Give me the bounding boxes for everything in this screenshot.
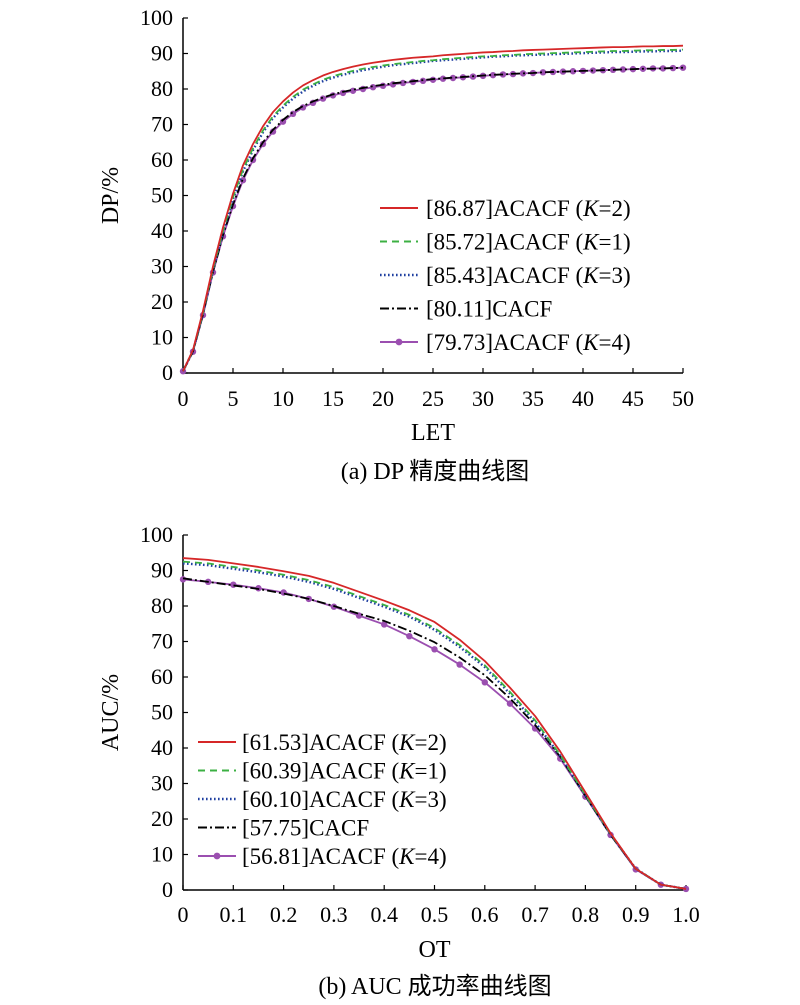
data-point — [439, 75, 447, 82]
x-tick-label: 0 — [178, 386, 189, 411]
figure-caption: (b) AUC 成功率曲线图 — [318, 973, 551, 1000]
y-tick-label: 20 — [151, 806, 173, 831]
legend: [61.53]ACACF (K=2) [60.39]ACACF (K=1) [60.… — [198, 730, 447, 869]
x-tick-label: 0.3 — [320, 902, 348, 927]
data-point — [406, 632, 413, 640]
data-point — [481, 679, 488, 686]
legend-label: [61.53]ACACF (K=2) — [242, 730, 447, 755]
x-tick-label: 1.0 — [672, 902, 700, 927]
data-point — [489, 71, 497, 79]
x-axis-label: OT — [419, 937, 451, 963]
x-tick-label: 0.2 — [270, 902, 298, 927]
series-line — [182, 562, 687, 891]
y-tick-label: 60 — [151, 147, 173, 172]
y-tick-label: 30 — [151, 254, 173, 279]
x-tick-label: 5 — [228, 386, 239, 411]
x-tick-label: 20 — [372, 386, 394, 411]
figure-caption: (a) DP 精度曲线图 — [341, 458, 529, 485]
data-point — [449, 74, 457, 82]
x-tick-label: 30 — [472, 386, 494, 411]
y-tick-label: 10 — [151, 842, 173, 867]
data-point — [659, 65, 667, 72]
data-point — [230, 581, 237, 588]
data-point — [456, 661, 463, 668]
x-tick-label: 0.7 — [521, 902, 549, 927]
x-tick-label: 10 — [272, 386, 294, 411]
y-tick-label: 100 — [140, 522, 173, 547]
data-point — [669, 64, 677, 72]
data-point — [289, 110, 297, 118]
legend-label: [86.87]ACACF (K=2) — [426, 196, 631, 221]
x-tick-label: 0.5 — [421, 902, 449, 927]
data-point — [369, 84, 377, 91]
data-point — [569, 68, 577, 75]
data-point — [431, 646, 438, 653]
x-tick-label: 40 — [572, 386, 594, 411]
data-point — [389, 81, 397, 88]
chart-panel-b: 0 10 20 30 40 50 60 70 80 90 100 0 0.1 0.2 0.3 0.4 0.5 0.… — [98, 522, 700, 1000]
data-point — [381, 621, 388, 628]
y-axis-label: DP/% — [98, 167, 124, 224]
y-tick-label: 70 — [151, 112, 173, 137]
legend-label: [80.11]CACF — [426, 297, 552, 322]
series-line — [182, 66, 684, 372]
y-tick-label: 0 — [162, 360, 173, 385]
x-tick-label: 15 — [322, 386, 344, 411]
y-tick-label: 0 — [162, 877, 173, 902]
y-tick-label: 60 — [151, 664, 173, 689]
series-line — [182, 44, 684, 372]
legend-label: [60.10]ACACF (K=3) — [242, 787, 447, 812]
data-point — [682, 885, 690, 893]
data-point — [589, 67, 597, 74]
data-point — [619, 66, 627, 73]
data-point — [299, 104, 307, 111]
legend-label: [85.43]ACACF (K=3) — [426, 263, 631, 288]
series-line — [182, 557, 687, 890]
legend: [86.87]ACACF (K=2) [85.72]ACACF (K=1) [85.… — [380, 196, 631, 355]
y-tick-label: 50 — [151, 700, 173, 725]
y-tick-label: 20 — [151, 289, 173, 314]
data-point — [279, 118, 287, 125]
y-tick-label: 10 — [151, 325, 173, 350]
x-tick-label: 25 — [422, 386, 444, 411]
y-tick-label: 50 — [151, 183, 173, 208]
data-point — [519, 70, 527, 77]
x-tick-label: 45 — [622, 386, 644, 411]
chart-panel-a: 0 10 20 30 40 50 60 70 80 90 100 0 5 10 15 20 25 30 35 40 45… — [98, 5, 694, 485]
x-tick-label: 50 — [672, 386, 694, 411]
legend-label: [79.73]ACACF (K=4) — [426, 330, 631, 355]
legend-label: [60.39]ACACF (K=1) — [242, 759, 447, 784]
y-tick-label: 90 — [151, 41, 173, 66]
legend-label: [57.75]CACF — [242, 816, 369, 841]
legend-label: [56.81]ACACF (K=4) — [242, 844, 447, 869]
x-tick-label: 0.4 — [370, 902, 398, 927]
x-tick-label: 0 — [178, 902, 189, 927]
x-tick-label: 35 — [522, 386, 544, 411]
series-line — [182, 577, 687, 890]
y-tick-label: 90 — [151, 558, 173, 583]
x-tick-label: 0.1 — [220, 902, 248, 927]
legend-label: [85.72]ACACF (K=1) — [426, 230, 631, 255]
y-tick-label: 40 — [151, 735, 173, 760]
y-axis-label: AUC/% — [98, 674, 124, 751]
y-tick-label: 40 — [151, 218, 173, 243]
series-line — [182, 48, 684, 372]
y-tick-label: 100 — [140, 5, 173, 30]
data-point — [319, 95, 327, 102]
data-point — [329, 92, 337, 99]
legend-marker — [395, 338, 403, 346]
x-tick-label: 0.6 — [471, 902, 499, 927]
legend-marker — [213, 852, 221, 860]
y-tick-label: 80 — [151, 593, 173, 618]
data-point — [539, 69, 547, 76]
x-tick-label: 0.9 — [622, 902, 650, 927]
y-tick-label: 70 — [151, 629, 173, 654]
y-tick-label: 30 — [151, 771, 173, 796]
x-axis-label: LET — [411, 420, 455, 446]
data-point — [506, 700, 514, 707]
y-tick-label: 80 — [151, 76, 173, 101]
x-tick-label: 0.8 — [572, 902, 600, 927]
